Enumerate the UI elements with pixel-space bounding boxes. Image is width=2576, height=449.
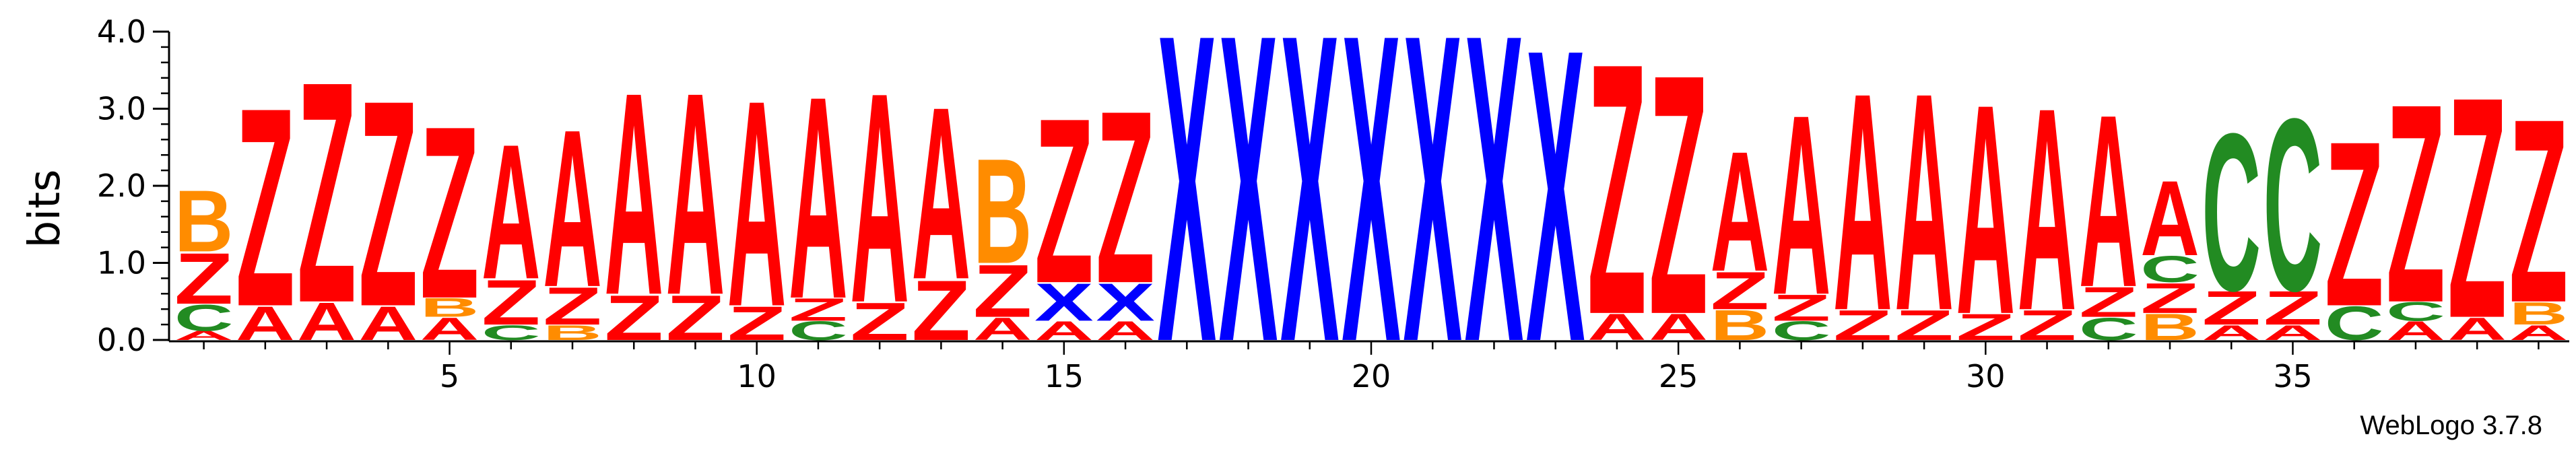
x-tick-label: 30 bbox=[1966, 358, 2006, 394]
glyph-Z-pos-11-1: Z bbox=[789, 291, 848, 328]
glyph-C-pos-33-2: C bbox=[2140, 248, 2200, 290]
glyph-A-pos-29-1: A bbox=[1894, 29, 1954, 375]
glyph-A-pos-6-2: A bbox=[482, 104, 541, 319]
glyph-X-pos-22-0: X bbox=[1465, 0, 1524, 434]
glyph-Z-pos-32-1: Z bbox=[2079, 279, 2138, 326]
y-tick-label: 4.0 bbox=[97, 13, 146, 50]
glyph-A-pos-31-1: A bbox=[2018, 47, 2077, 370]
y-tick-label: 2.0 bbox=[97, 168, 146, 204]
glyph-A-pos-28-1: A bbox=[1833, 29, 1892, 375]
glyph-A-pos-9-1: A bbox=[666, 32, 725, 355]
x-tick-label: 5 bbox=[440, 358, 459, 394]
y-axis-label: bits bbox=[20, 170, 70, 248]
glyph-Z-pos-5-2: Z bbox=[420, 75, 480, 350]
glyph-A-pos-10-1: A bbox=[727, 39, 787, 368]
glyph-Z-pos-37-2: Z bbox=[2386, 44, 2445, 361]
glyph-C-pos-35-2: C bbox=[2264, 67, 2323, 342]
glyph-A-pos-30-1: A bbox=[1956, 43, 2016, 378]
glyph-A-pos-11-2: A bbox=[789, 36, 848, 359]
glyph-Z-pos-4-1: Z bbox=[359, 38, 418, 368]
glyph-X-pos-18-0: X bbox=[1219, 0, 1278, 434]
glyph-Z-pos-6-1: Z bbox=[482, 267, 541, 339]
glyph-Z-pos-26-1: Z bbox=[1711, 261, 1770, 320]
glyph-Z-pos-36-1: Z bbox=[2325, 92, 2384, 355]
y-tick-label: 3.0 bbox=[97, 91, 146, 127]
glyph-Z-pos-14-1: Z bbox=[973, 250, 1032, 333]
y-tick-label: 1.0 bbox=[97, 245, 146, 281]
x-tick-label: 25 bbox=[1659, 358, 1698, 394]
glyph-X-pos-20-0: X bbox=[1342, 0, 1401, 434]
glyph-B-pos-39-1: B bbox=[2509, 296, 2569, 331]
glyph-B-pos-5-1: B bbox=[420, 293, 480, 322]
glyph-Z-pos-1-2: Z bbox=[174, 238, 234, 319]
weblogo-credit: WebLogo 3.7.8 bbox=[2360, 411, 2542, 440]
glyph-A-pos-8-1: A bbox=[604, 32, 663, 355]
x-tick-label: 20 bbox=[1352, 358, 1391, 394]
glyph-X-pos-21-0: X bbox=[1403, 0, 1462, 434]
glyph-Z-pos-15-2: Z bbox=[1034, 69, 1094, 332]
x-tick-label: 15 bbox=[1045, 358, 1084, 394]
glyph-X-pos-19-0: X bbox=[1280, 0, 1340, 434]
glyph-A-pos-7-2: A bbox=[543, 83, 602, 334]
glyph-Z-pos-33-1: Z bbox=[2140, 275, 2200, 322]
glyph-A-pos-12-1: A bbox=[850, 32, 909, 366]
glyph-Z-pos-39-2: Z bbox=[2509, 65, 2569, 357]
glyph-X-pos-17-0: X bbox=[1158, 0, 1217, 434]
glyph-Z-pos-38-1: Z bbox=[2447, 31, 2507, 384]
glyph-Z-pos-16-2: Z bbox=[1096, 60, 1155, 335]
glyph-B-pos-14-2: B bbox=[973, 127, 1032, 294]
glyph-C-pos-37-1: C bbox=[2386, 297, 2445, 326]
glyph-Z-pos-2-1: Z bbox=[236, 48, 295, 366]
glyph-A-pos-1-0: A bbox=[174, 329, 234, 343]
glyph-Z-pos-35-1: Z bbox=[2264, 281, 2323, 335]
glyph-A-pos-27-2: A bbox=[1772, 63, 1831, 349]
glyph-C-pos-1-1: C bbox=[174, 297, 234, 339]
axes: 0.0 1.0 2.0 3.0 4.0 5 10 15 20 25 30 35 bbox=[97, 13, 2569, 394]
glyph-Z-pos-27-1: Z bbox=[1772, 287, 1831, 329]
glyph-Z-pos-25-1: Z bbox=[1649, 4, 1708, 386]
glyph-A-pos-13-1: A bbox=[912, 55, 971, 331]
y-tick-label: 0.0 bbox=[97, 322, 146, 358]
glyph-A-pos-32-2: A bbox=[2079, 63, 2138, 338]
glyph-Z-pos-3-1: Z bbox=[297, 15, 356, 369]
glyph-X-pos-15-1: X bbox=[1034, 273, 1094, 333]
glyph-Z-pos-24-1: Z bbox=[1587, 0, 1647, 389]
glyph-X-pos-23-0: X bbox=[1526, 0, 1585, 428]
x-tick-label: 10 bbox=[737, 358, 777, 394]
glyph-A-pos-26-2: A bbox=[1711, 116, 1770, 307]
glyph-X-pos-16-1: X bbox=[1096, 273, 1155, 333]
glyph-Z-pos-34-1: Z bbox=[2202, 281, 2261, 335]
glyph-A-pos-33-3: A bbox=[2140, 158, 2200, 278]
glyph-Z-pos-7-1: Z bbox=[543, 276, 602, 336]
x-tick-label: 35 bbox=[2273, 358, 2313, 394]
glyph-B-pos-1-3: B bbox=[174, 172, 234, 270]
glyph-C-pos-34-2: C bbox=[2202, 88, 2261, 338]
